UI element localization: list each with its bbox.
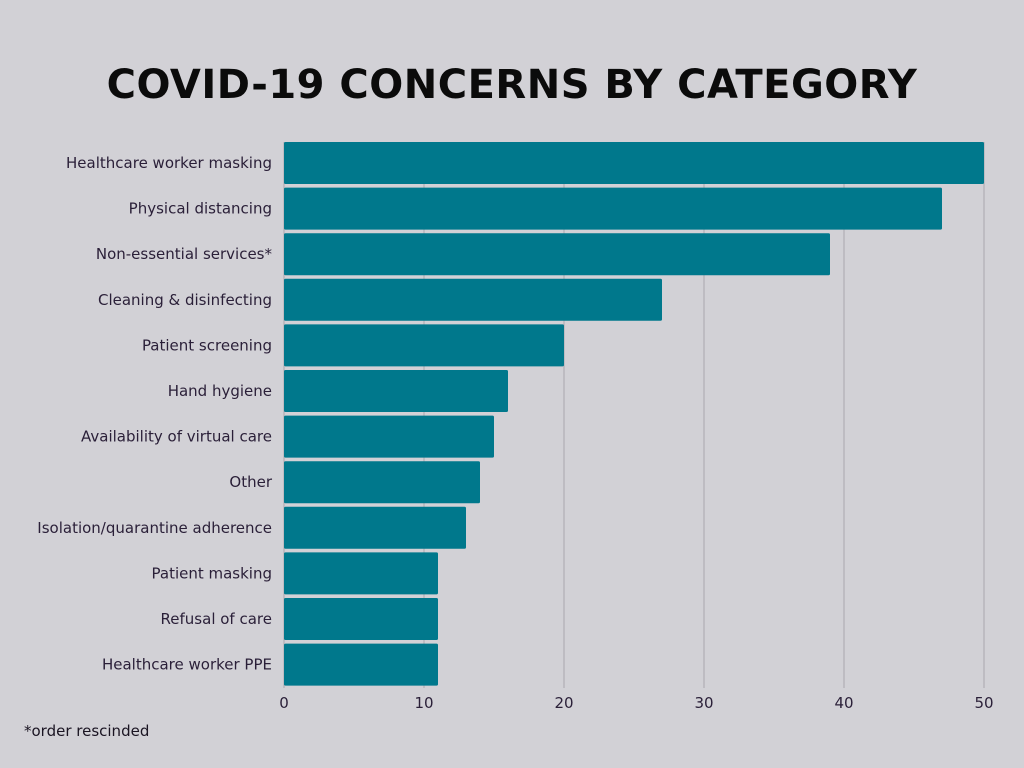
x-tick-label: 30 bbox=[694, 694, 713, 712]
footnote: *order rescinded bbox=[24, 722, 150, 740]
bar bbox=[284, 187, 942, 230]
category-label: Healthcare worker masking bbox=[66, 154, 272, 172]
bar bbox=[284, 278, 662, 321]
category-label: Physical distancing bbox=[129, 200, 272, 218]
category-label: Availability of virtual care bbox=[81, 428, 272, 446]
bar bbox=[284, 506, 466, 549]
category-label: Cleaning & disinfecting bbox=[98, 291, 272, 309]
category-label-layer: Healthcare worker masking Physical distan… bbox=[37, 154, 273, 674]
bar bbox=[284, 415, 494, 458]
category-label: Patient screening bbox=[142, 336, 272, 354]
x-tick-layer: 0 10 20 30 40 50 bbox=[279, 694, 993, 712]
x-tick-label: 0 bbox=[279, 694, 289, 712]
category-label: Patient masking bbox=[152, 564, 273, 582]
bar-layer bbox=[284, 142, 984, 686]
x-tick-label: 10 bbox=[414, 694, 433, 712]
bar bbox=[284, 370, 508, 412]
bar bbox=[284, 142, 984, 184]
bar bbox=[284, 598, 438, 640]
x-tick-label: 50 bbox=[974, 694, 993, 712]
bar bbox=[284, 552, 438, 595]
x-tick-label: 40 bbox=[834, 694, 853, 712]
bar bbox=[284, 643, 438, 686]
chart-title: COVID-19 CONCERNS BY CATEGORY bbox=[106, 62, 918, 108]
bar bbox=[284, 233, 830, 276]
category-label: Healthcare worker PPE bbox=[102, 656, 272, 674]
category-label: Isolation/quarantine adherence bbox=[37, 519, 272, 537]
bar bbox=[284, 324, 564, 367]
grid-layer bbox=[283, 142, 985, 688]
category-label: Other bbox=[229, 473, 272, 491]
category-label: Refusal of care bbox=[161, 610, 272, 628]
x-tick-label: 20 bbox=[554, 694, 573, 712]
category-label: Hand hygiene bbox=[168, 382, 272, 400]
category-label: Non-essential services* bbox=[96, 245, 273, 263]
bar bbox=[284, 461, 480, 504]
